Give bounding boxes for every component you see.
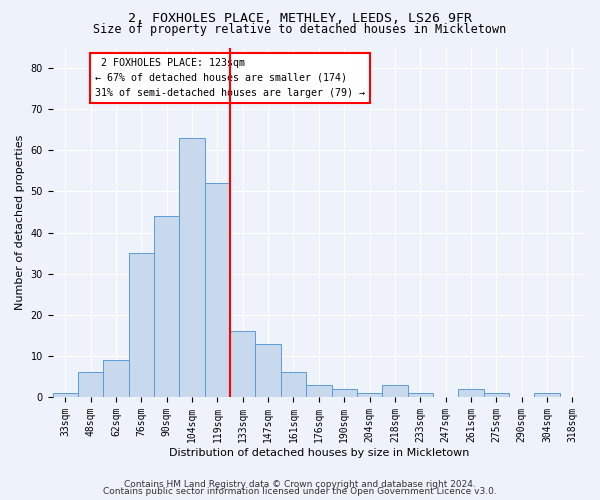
X-axis label: Distribution of detached houses by size in Mickletown: Distribution of detached houses by size … bbox=[169, 448, 469, 458]
Bar bbox=[205, 183, 230, 397]
Bar bbox=[357, 393, 382, 397]
Bar bbox=[129, 253, 154, 397]
Y-axis label: Number of detached properties: Number of detached properties bbox=[15, 134, 25, 310]
Bar bbox=[407, 393, 433, 397]
Bar bbox=[281, 372, 306, 397]
Bar bbox=[154, 216, 179, 397]
Bar bbox=[332, 388, 357, 397]
Bar bbox=[484, 393, 509, 397]
Bar bbox=[458, 388, 484, 397]
Text: 2 FOXHOLES PLACE: 123sqm
← 67% of detached houses are smaller (174)
31% of semi-: 2 FOXHOLES PLACE: 123sqm ← 67% of detach… bbox=[95, 58, 365, 98]
Text: 2, FOXHOLES PLACE, METHLEY, LEEDS, LS26 9FR: 2, FOXHOLES PLACE, METHLEY, LEEDS, LS26 … bbox=[128, 12, 472, 26]
Bar bbox=[382, 384, 407, 397]
Text: Size of property relative to detached houses in Mickletown: Size of property relative to detached ho… bbox=[94, 22, 506, 36]
Bar bbox=[53, 393, 78, 397]
Text: Contains HM Land Registry data © Crown copyright and database right 2024.: Contains HM Land Registry data © Crown c… bbox=[124, 480, 476, 489]
Bar bbox=[535, 393, 560, 397]
Bar bbox=[103, 360, 129, 397]
Bar bbox=[78, 372, 103, 397]
Bar bbox=[306, 384, 332, 397]
Bar bbox=[230, 331, 256, 397]
Bar bbox=[179, 138, 205, 397]
Text: Contains public sector information licensed under the Open Government Licence v3: Contains public sector information licen… bbox=[103, 487, 497, 496]
Bar bbox=[256, 344, 281, 397]
